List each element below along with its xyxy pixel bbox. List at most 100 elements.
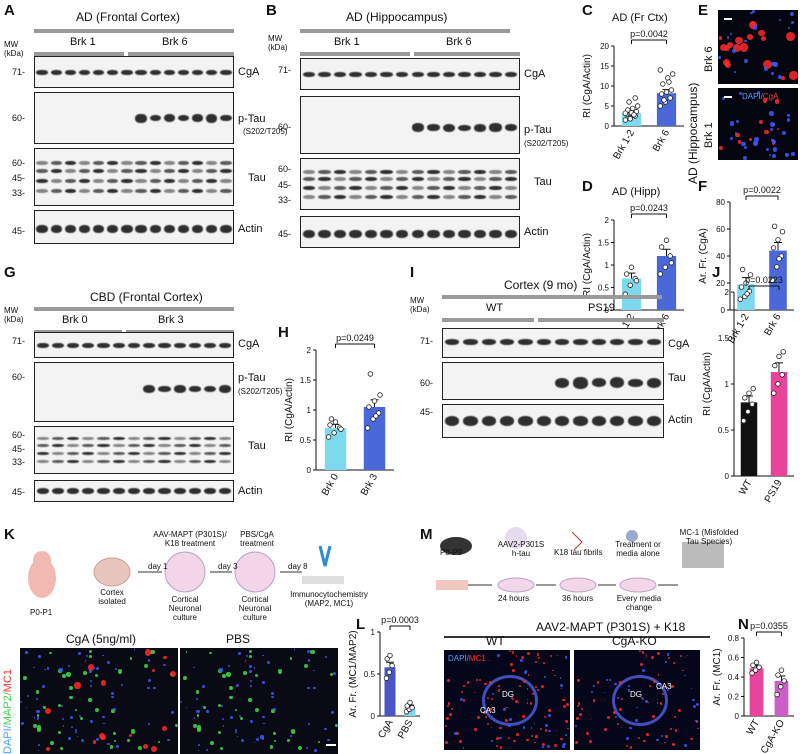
panel-b-label-tau: Tau	[534, 176, 552, 188]
blot-band	[302, 194, 315, 199]
cell-dot	[254, 673, 258, 677]
blot-band	[143, 443, 156, 447]
y-tick-label: 1	[307, 406, 312, 415]
panel-a-label-ptau: p-Tau	[238, 113, 266, 125]
blot-band	[318, 71, 331, 77]
cell-dot	[518, 684, 521, 687]
y-tick-label: 60	[716, 225, 725, 234]
panel-g-bracket	[34, 307, 234, 311]
brain-icon	[93, 557, 131, 587]
panel-i-label-cga: CgA	[668, 338, 690, 350]
blot-band	[121, 161, 133, 165]
blot-band	[318, 169, 331, 174]
cell-dot	[496, 737, 499, 741]
cell-dot	[42, 706, 47, 710]
panel-m-image-right-title: CgA-KO	[612, 634, 657, 648]
cell-dot	[604, 728, 607, 731]
cell-dot	[592, 699, 596, 702]
cell-dot	[476, 715, 480, 719]
panel-i-mw-45: 45-	[420, 407, 434, 417]
blot-band	[36, 224, 48, 233]
cell-dot	[117, 669, 122, 674]
cell-dot	[786, 113, 790, 117]
blot-band	[191, 161, 204, 165]
panel-i-blot-cga	[442, 328, 664, 358]
blot-band	[219, 385, 232, 394]
y-tick-label: 10	[600, 82, 609, 91]
y-tick-label: 0.5	[598, 284, 610, 293]
blot-band	[458, 71, 471, 77]
blot-band	[554, 416, 570, 426]
blot-band	[177, 224, 190, 233]
cell-dot	[692, 705, 696, 709]
cell-dot	[525, 738, 529, 742]
data-point	[367, 371, 374, 377]
blot-band	[163, 189, 175, 193]
data-point	[667, 95, 673, 101]
blot-band	[173, 437, 186, 440]
blot-band	[609, 377, 625, 389]
aav-icon	[505, 527, 527, 549]
cell-dot	[87, 664, 94, 671]
blot-band	[206, 224, 218, 233]
cell-dot	[205, 709, 209, 713]
cell-dot	[616, 697, 619, 700]
panel-letter-h: H	[278, 324, 289, 341]
cell-dot	[68, 685, 74, 691]
blot-band	[92, 69, 105, 75]
panel-b-group1-line	[300, 52, 410, 56]
cell-dot	[735, 132, 740, 137]
cell-dot	[744, 39, 748, 43]
blot-band	[628, 338, 643, 345]
blot-band	[364, 186, 378, 190]
blot-band	[411, 123, 424, 133]
cell-dot	[96, 737, 100, 741]
bar	[749, 668, 764, 716]
cell-dot	[559, 677, 562, 680]
blot-band	[473, 194, 487, 199]
cell-dot	[250, 684, 253, 687]
cell-dot	[786, 118, 791, 122]
panel-e-micrograph-brk1	[718, 88, 798, 160]
cell-dot	[182, 676, 187, 681]
blot-band	[135, 189, 147, 193]
cell-dot	[307, 723, 310, 726]
panel-a-title: AD (Frontal Cortex)	[76, 10, 181, 24]
cell-dot	[672, 662, 675, 664]
blot-band	[609, 338, 625, 345]
cell-dot	[248, 650, 252, 654]
cell-dot	[790, 21, 794, 25]
cell-dot	[273, 739, 276, 743]
cell-dot	[94, 673, 98, 677]
blot-band	[163, 224, 175, 233]
panel-m-step-k18: K18 tau fibrils	[554, 548, 603, 557]
blot-band	[473, 229, 487, 238]
data-point	[776, 255, 782, 262]
panel-b-title: AD (Hippocampus)	[346, 10, 448, 24]
panel-k-step-culture1: Cortical Neuronal culture	[168, 595, 202, 622]
blot-band	[302, 71, 315, 77]
cell-dot	[497, 654, 501, 658]
cell-dot	[75, 731, 78, 734]
cell-dot	[509, 650, 512, 653]
cell-dot	[144, 649, 151, 656]
cell-dot	[37, 727, 42, 732]
cell-dot	[522, 680, 526, 684]
blot-band	[107, 189, 119, 193]
data-point	[663, 89, 670, 95]
blot-band	[220, 189, 232, 193]
blot-band	[481, 416, 497, 426]
panel-k-step-p0: P0-P1	[30, 608, 53, 617]
p-value-label: p=0.0243	[630, 203, 668, 213]
blot-band	[107, 161, 119, 165]
data-point	[741, 418, 747, 424]
cell-dot	[221, 705, 223, 707]
cell-dot	[618, 681, 622, 685]
cell-dot	[249, 664, 253, 668]
blot-band	[473, 71, 487, 77]
blot-band	[36, 443, 49, 447]
cell-dot	[753, 141, 758, 146]
cell-dot	[270, 745, 274, 749]
data-point	[662, 264, 668, 270]
